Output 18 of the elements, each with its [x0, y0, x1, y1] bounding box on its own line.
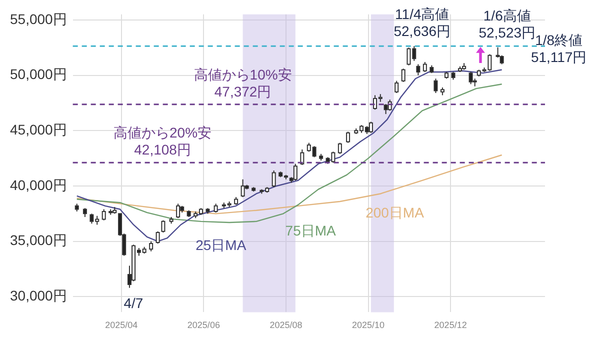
y-tick-label: 55,000円 [10, 10, 67, 27]
y-tick-label: 35,000円 [10, 232, 67, 248]
series-label: 75日MA [285, 222, 337, 239]
x-tick-label: 2025/10 [352, 320, 385, 330]
series-label: 200日MA [366, 204, 425, 220]
y-tick-label: 30,000円 [10, 288, 67, 304]
x-tick-label: 2025/04 [105, 320, 138, 330]
series-label: 25日MA [196, 236, 247, 253]
x-tick-label: 2025/12 [434, 320, 467, 330]
ref-line-label: 高値から10%安 47,372円 [194, 66, 292, 100]
ref-line-label: 高値から20%安 42,108円 [114, 124, 212, 158]
y-tick-label: 40,000円 [10, 176, 67, 193]
annotation: 4/7 [124, 294, 144, 311]
x-tick-label: 2025/08 [270, 320, 302, 330]
y-tick-label: 50,000円 [10, 66, 67, 82]
annotation: 11/4高値 52,636円 [394, 6, 451, 40]
x-tick-label: 2025/06 [187, 320, 220, 330]
y-tick-label: 45,000円 [10, 122, 67, 138]
